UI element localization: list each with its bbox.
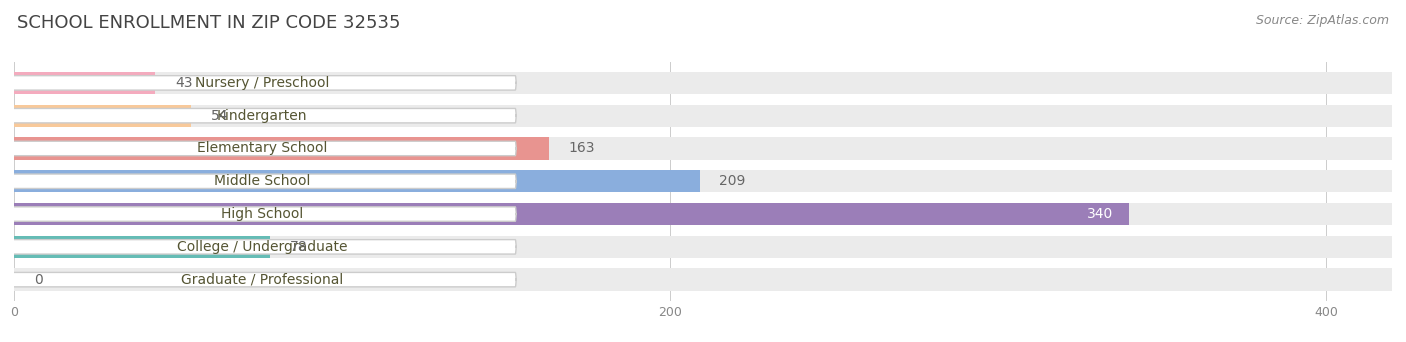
Bar <box>14 105 191 127</box>
Bar <box>14 170 700 193</box>
Text: Kindergarten: Kindergarten <box>217 109 307 123</box>
Bar <box>14 268 1392 291</box>
Bar <box>14 236 1392 258</box>
Bar <box>14 137 548 160</box>
Bar <box>14 72 155 94</box>
Text: 43: 43 <box>174 76 193 90</box>
Text: Source: ZipAtlas.com: Source: ZipAtlas.com <box>1256 14 1389 27</box>
Bar <box>14 236 270 258</box>
Text: 54: 54 <box>211 109 228 123</box>
Text: High School: High School <box>221 207 302 221</box>
Bar <box>14 137 1392 160</box>
FancyBboxPatch shape <box>7 273 516 287</box>
Text: 78: 78 <box>290 240 308 254</box>
Bar <box>14 203 1129 225</box>
Text: College / Undergraduate: College / Undergraduate <box>177 240 347 254</box>
Text: Elementary School: Elementary School <box>197 142 328 156</box>
Text: 340: 340 <box>1087 207 1114 221</box>
Bar <box>14 170 1392 193</box>
Text: 209: 209 <box>720 174 745 188</box>
Bar <box>14 203 1392 225</box>
FancyBboxPatch shape <box>7 108 516 123</box>
FancyBboxPatch shape <box>7 174 516 188</box>
FancyBboxPatch shape <box>7 76 516 90</box>
Bar <box>14 72 1392 94</box>
Bar <box>14 105 1392 127</box>
Text: Nursery / Preschool: Nursery / Preschool <box>194 76 329 90</box>
Text: Middle School: Middle School <box>214 174 309 188</box>
FancyBboxPatch shape <box>7 141 516 156</box>
Text: 163: 163 <box>568 142 595 156</box>
Text: SCHOOL ENROLLMENT IN ZIP CODE 32535: SCHOOL ENROLLMENT IN ZIP CODE 32535 <box>17 14 401 32</box>
Text: Graduate / Professional: Graduate / Professional <box>180 273 343 287</box>
Text: 0: 0 <box>34 273 42 287</box>
FancyBboxPatch shape <box>7 240 516 254</box>
FancyBboxPatch shape <box>7 207 516 221</box>
